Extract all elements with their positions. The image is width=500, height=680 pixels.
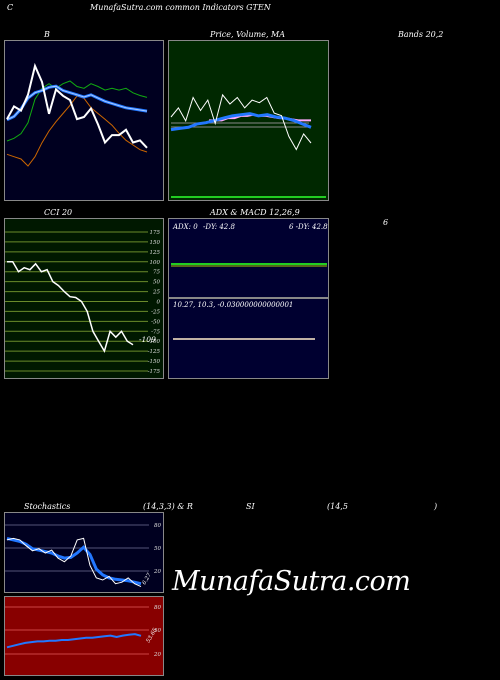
rsi-title: SI [246, 502, 255, 511]
cci-tick-label: -175 [148, 369, 161, 375]
cci-tick-label: 75 [153, 270, 160, 276]
macd-panel: 10.27, 10.3, -0.030000000000001 [168, 298, 329, 379]
stoch-panel: 80 50 20 6.27 [4, 512, 164, 593]
upper-band-line [6, 80, 148, 142]
bollinger-title: B [44, 30, 50, 39]
cci-tick-label: -150 [148, 359, 161, 365]
cci-tick-label: 50 [153, 280, 160, 286]
cci-chart: 175 150 125 100 75 50 25 0 -25 -50 -75 -100 -125 -150… [5, 230, 161, 375]
adx-value: ADX: 0 [173, 223, 198, 231]
stoch-tick-label: 80 [154, 523, 161, 529]
cci-tick-label: 150 [150, 240, 161, 246]
rsi-tick-label: 80 [154, 605, 161, 611]
rsi-tick-label: 50 [154, 628, 161, 634]
bollinger-chart [6, 62, 148, 167]
stoch-value-label: 6.27 [142, 572, 154, 586]
price-chart [170, 93, 326, 198]
stoch-tick-label: 20 [153, 569, 161, 575]
stoch-k-line [6, 537, 142, 588]
page-title: MunafaSutra.com common Indicators GTEN [90, 3, 271, 12]
cci-tick-label: -25 [151, 309, 160, 315]
adx-macd-title: ADX & MACD 12,26,9 [210, 208, 300, 217]
adx-panel: ADX: 0 -DY: 42.8 6 -DY: 42.8 [168, 218, 329, 298]
macd-values: 10.27, 10.3, -0.030000000000001 [173, 301, 294, 309]
adx-chart [171, 263, 327, 267]
header-left-letter: C [7, 3, 14, 12]
cci-tick-label: 175 [150, 230, 161, 236]
cci-tick-label: -50 [151, 319, 160, 325]
rsi-close: ) [434, 502, 438, 511]
stoch-title: Stochastics [24, 502, 71, 511]
cci-value-label: -109 [139, 335, 156, 344]
bollinger-price-line [6, 62, 148, 149]
bollinger-panel [4, 40, 164, 201]
cci-tick-label: 125 [150, 250, 161, 256]
price-line [170, 93, 312, 151]
cci-panel: 175 150 125 100 75 50 25 0 -25 -50 -75 -100 -125 -150… [4, 218, 164, 379]
stoch-params: (14,3,3) & R [143, 502, 193, 511]
macd-chart [173, 338, 315, 340]
adx-dim-value: -DY: 42.8 [203, 223, 235, 231]
cci-tick-label: 100 [150, 260, 161, 266]
rsi-tick-label: 20 [153, 652, 161, 658]
cci-tick-label: -125 [148, 349, 161, 355]
price-title: Price, Volume, MA [210, 30, 286, 39]
stoch-tick-label: 50 [154, 546, 161, 552]
rsi-line [6, 633, 142, 649]
watermark: MunafaSutra.com [172, 566, 411, 597]
cci-tick-label: 0 [157, 300, 161, 306]
cci-tick-label: -100 [148, 339, 161, 345]
bands-title: Bands 20,2 [398, 30, 444, 39]
six-label: 6 [383, 218, 389, 227]
stoch-chart: 80 50 206.27 [5, 523, 161, 588]
rsi-panel: 80 50 20 53.65 [4, 596, 164, 676]
cci-line [7, 261, 134, 353]
price-panel [168, 40, 329, 201]
rsi-chart: 80 50 20 53.65 [5, 605, 161, 658]
cci-title: CCI 20 [44, 208, 73, 217]
cci-tick-label: 25 [152, 290, 160, 296]
cci-tick-label: -75 [151, 329, 160, 335]
mid-band-core-line [6, 85, 148, 121]
adx-dip-value: 6 -DY: 42.8 [289, 223, 328, 231]
rsi-value-label: 53.65 [146, 627, 159, 644]
rsi-params: (14,5 [327, 502, 348, 511]
price-ma-blue-line [170, 112, 312, 132]
stoch-d-line [6, 536, 142, 586]
